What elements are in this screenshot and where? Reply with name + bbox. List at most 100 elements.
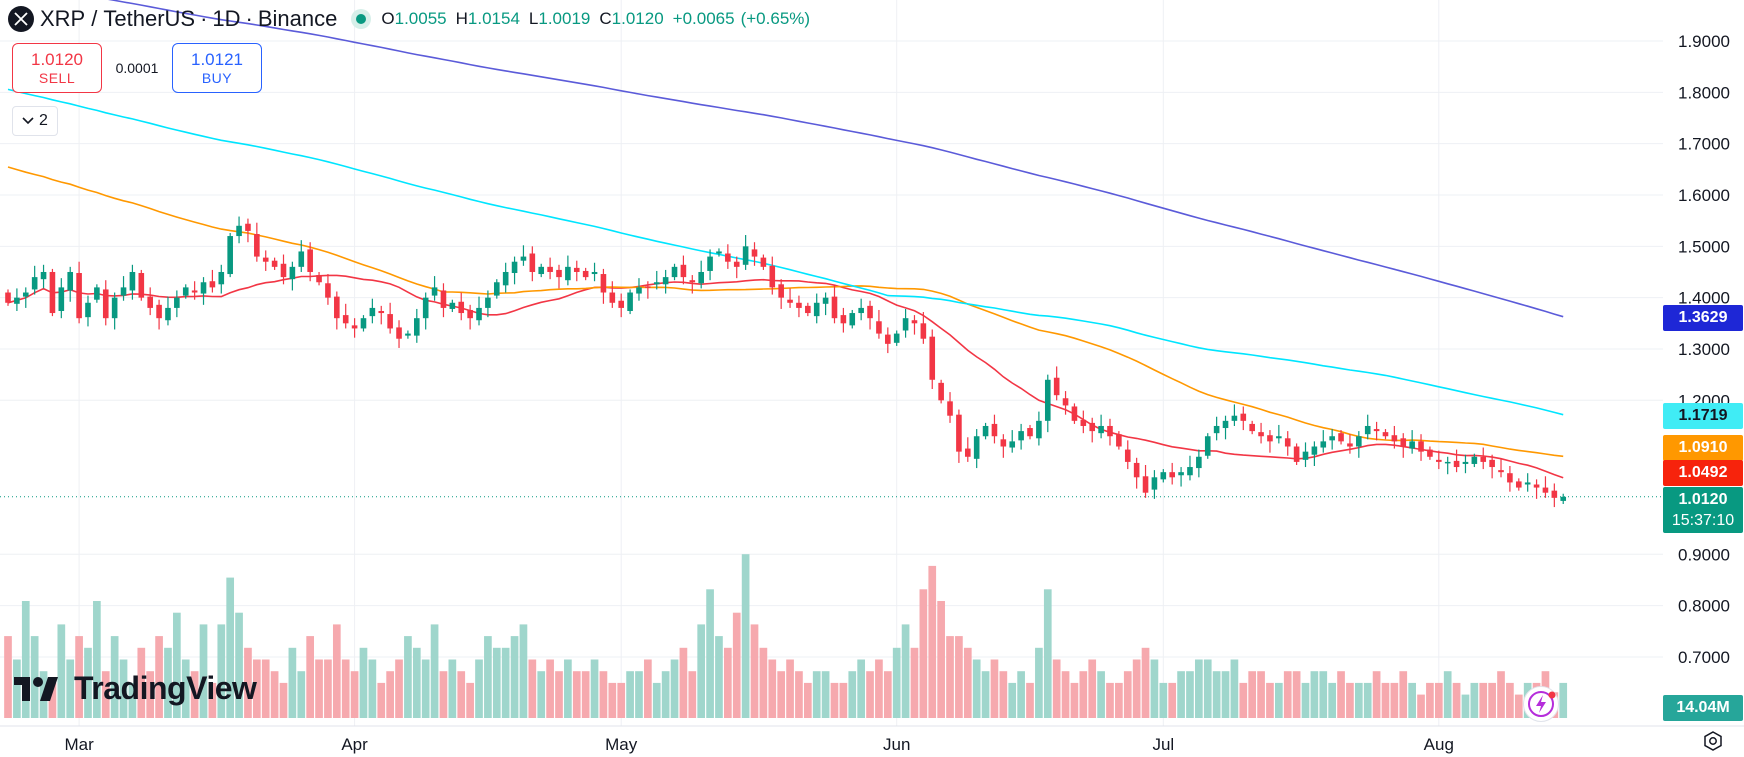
volume-bar <box>608 682 617 718</box>
candle-body <box>485 297 491 308</box>
flash-icon[interactable] <box>1523 686 1559 722</box>
y-tick-label: 1.3000 <box>1678 340 1730 359</box>
candle-body <box>742 246 749 265</box>
tradingview-logo[interactable]: TradingView <box>14 670 257 707</box>
candle-body <box>1142 476 1149 493</box>
volume-bar <box>332 624 341 718</box>
volume-bar <box>590 659 599 718</box>
candle-body <box>1276 436 1282 439</box>
volume-bar <box>1150 659 1159 718</box>
volume-bar <box>1061 671 1070 718</box>
candle-body <box>156 304 162 319</box>
candle-body <box>236 225 242 237</box>
volume-bar <box>57 624 66 718</box>
volume-bar <box>706 589 714 718</box>
volume-bar <box>1123 671 1132 718</box>
volume-bar <box>546 659 554 718</box>
volume-bar <box>1488 682 1496 718</box>
candle-body <box>1196 456 1202 469</box>
volume-bar <box>626 671 634 718</box>
candle-body <box>671 266 678 278</box>
x-tick-label: Jun <box>883 735 910 754</box>
candle-body <box>449 302 456 309</box>
volume-bar <box>1470 682 1479 718</box>
volume-bar <box>866 671 874 718</box>
candle-body <box>467 309 473 319</box>
candle-body <box>138 273 145 298</box>
ma50-line <box>7 166 1564 458</box>
x-tick-label: Mar <box>64 735 94 754</box>
indicators-collapse-button[interactable]: 2 <box>12 106 58 136</box>
y-tick-label: 1.5000 <box>1678 237 1730 256</box>
volume-bar <box>1426 682 1434 718</box>
buy-button[interactable]: 1.0121 BUY <box>172 43 262 93</box>
candle-body <box>191 290 198 293</box>
candle-body <box>218 271 225 285</box>
volume-bar <box>963 647 972 718</box>
market-open-dot-icon[interactable] <box>351 9 372 29</box>
volume-bar <box>1283 671 1292 718</box>
y-tick-label: 1.6000 <box>1678 186 1730 205</box>
volume-bar <box>1008 682 1017 718</box>
candle-body <box>476 307 482 321</box>
candle-body <box>325 283 331 298</box>
candle-body <box>1364 425 1371 435</box>
volume-bar <box>137 647 146 718</box>
volume-bar <box>66 659 75 718</box>
symbol-name[interactable]: XRP <box>40 6 86 31</box>
volume-bar <box>670 659 679 718</box>
volume-bar <box>1319 671 1328 718</box>
volume-bar <box>875 659 883 718</box>
volume-bar <box>93 601 101 718</box>
candle-body <box>556 269 562 278</box>
volume-bar <box>306 636 315 718</box>
quote-currency[interactable]: TetherUS <box>103 6 196 31</box>
volume-bar <box>1141 647 1150 718</box>
settings-icon[interactable] <box>1700 728 1726 754</box>
candle-body <box>1018 431 1024 441</box>
candle-body <box>396 327 402 339</box>
candle-body <box>573 267 580 272</box>
candle-body <box>565 266 571 281</box>
interval-label[interactable]: 1D <box>212 6 241 31</box>
volume-bar <box>1079 671 1088 718</box>
volume-bar <box>1186 671 1194 718</box>
last-price: 1.0120 <box>1678 491 1728 508</box>
volume-bar <box>1381 682 1390 718</box>
volume-bar <box>795 671 803 718</box>
sell-label: SELL <box>38 69 76 86</box>
candle-body <box>938 382 944 401</box>
candle-body <box>422 297 429 319</box>
volume-bar <box>750 624 759 718</box>
candle-body <box>351 325 358 329</box>
volume-bar <box>1266 682 1274 718</box>
volume-bar <box>1043 589 1052 718</box>
volume-bar <box>848 671 857 718</box>
volume-bar <box>208 682 217 718</box>
low-value: 1.0019 <box>538 9 591 28</box>
candle-body <box>822 297 829 304</box>
volume-bar <box>919 589 928 718</box>
candle-body <box>378 310 385 314</box>
volume-bar <box>377 682 386 718</box>
candle-body <box>1116 434 1122 447</box>
ma200-line <box>107 0 1564 318</box>
indicator-count: 2 <box>39 112 48 129</box>
volume-bar <box>812 671 821 718</box>
candle-body <box>867 305 873 319</box>
open-label: O <box>381 9 395 28</box>
brand-name: TradingView <box>74 670 257 706</box>
ma100-price-tag: 1.1719 <box>1663 403 1743 429</box>
candle-body <box>689 280 696 283</box>
candle-body <box>262 257 269 262</box>
candle-body <box>1187 467 1193 476</box>
sell-button[interactable]: 1.0120 SELL <box>12 43 102 93</box>
candle-body <box>1107 425 1113 437</box>
volume-bar <box>412 647 421 718</box>
volume-bar <box>1195 659 1203 718</box>
volume-bar <box>635 671 643 718</box>
candle-body <box>1089 422 1096 432</box>
close-value: 1.0120 <box>611 9 664 28</box>
